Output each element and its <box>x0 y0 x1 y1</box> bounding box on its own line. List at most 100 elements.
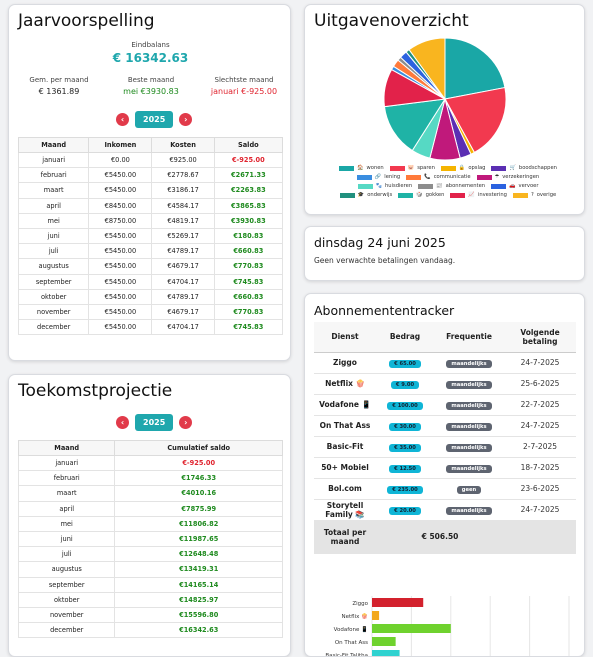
table-cell: maart <box>17 182 90 199</box>
table-cell: juli <box>17 243 90 260</box>
table-row: februari €5450.00 €2778.67 €2671.33 <box>17 167 284 184</box>
legend-item[interactable]: 📈 investering <box>450 192 507 198</box>
table-cell: januari <box>17 454 116 472</box>
legend-item[interactable]: 🐾 huisdieren <box>357 183 412 189</box>
legend-item[interactable]: 🎓 onderwijs <box>339 192 392 198</box>
pie-slice-sparen[interactable] <box>444 86 507 154</box>
pie-slice-wonen[interactable] <box>444 37 506 100</box>
freq-cell-text: maandelijks <box>446 401 492 410</box>
table-row: oktober €14825.97 <box>17 591 283 608</box>
table-cell: juni <box>17 530 116 548</box>
legend-swatch <box>491 183 507 189</box>
legend-item[interactable]: 📞 communicatie <box>406 174 471 180</box>
freq-cell: geen <box>434 478 504 500</box>
bar-label: Vodafone 📱 <box>334 626 368 633</box>
legend-item[interactable]: 🐷 sparen <box>389 165 435 171</box>
table-cell: €0.00 <box>88 151 153 169</box>
legend-item[interactable]: ☂ verzekeringen <box>476 174 540 180</box>
table-row: Basic-Fit € 35.00 maandelijks 2-7-2025 <box>314 436 576 458</box>
table-row: Bol.com € 235.00 geen 23-6-2025 <box>314 478 576 500</box>
table-row: april €7875.99 <box>17 500 283 517</box>
legend-icon: 🔗 <box>374 174 382 180</box>
table-cell: november <box>17 303 90 321</box>
pie-slice-gokken[interactable] <box>383 98 446 152</box>
table-row: september €14165.14 <box>17 576 283 593</box>
legend-item[interactable]: 🛒 boodschappen <box>491 165 557 171</box>
dienst-cell-text: Bol.com <box>328 484 362 493</box>
beste-label: Beste maand <box>127 76 175 84</box>
bedrag-cell-text: € 35.00 <box>389 443 421 452</box>
toekomstprojectie-title: Toekomstprojectie <box>18 381 173 401</box>
column-header: Volgende betaling <box>504 322 576 353</box>
volgende-cell-text: 18-7-2025 <box>520 463 560 472</box>
prev-year-button[interactable]: ‹ <box>116 113 129 126</box>
table-cell: €8450.00 <box>88 197 153 214</box>
table-row: juli €12648.48 <box>17 546 283 563</box>
table-row: Vodafone 📱 € 100.00 maandelijks 22-7-2025 <box>314 394 576 416</box>
expense-pie-chart <box>383 37 507 161</box>
legend-item[interactable]: 📰 abonnementen <box>418 183 485 189</box>
year-label: 2025 <box>135 111 174 128</box>
uitgavenoverzicht-title: Uitgavenoverzicht <box>314 11 469 31</box>
dienst-cell-text: Ziggo <box>333 358 357 367</box>
toekomst-year-selector: ‹ 2025 › <box>116 414 193 431</box>
legend-item[interactable]: ? overige <box>512 192 556 198</box>
legend-item[interactable]: 🎲 gokken <box>398 192 444 198</box>
saldo-cell: €770.83 <box>213 303 284 321</box>
bedrag-cell-text: € 235.00 <box>387 485 423 494</box>
legend-icon: 🎓 <box>357 192 365 198</box>
legend-icon: 🐷 <box>407 165 415 171</box>
table-cell: oktober <box>17 288 90 305</box>
bar[interactable] <box>372 624 451 633</box>
totaal-label: Totaal per maand <box>314 520 376 554</box>
pie-slice-overige[interactable] <box>408 37 446 101</box>
next-year-button[interactable]: › <box>179 416 193 429</box>
column-header: Dienst <box>314 322 376 353</box>
saldo-cell: €3865.83 <box>213 197 284 214</box>
table-cell: €5450.00 <box>88 227 153 245</box>
legend-swatch <box>398 192 414 198</box>
gem-value: € 1361.89 <box>38 87 80 96</box>
legend-label: verzekeringen <box>502 174 540 180</box>
dienst-cell: Storytell Family 📚 <box>314 499 376 521</box>
bar-label: Basic-Fit Talitha <box>325 653 368 657</box>
bedrag-cell: € 9.00 <box>376 373 434 395</box>
table-row: juni €5450.00 €5269.17 €180.83 <box>17 227 284 245</box>
bedrag-cell-text: € 9.00 <box>390 380 420 389</box>
freq-cell-text: maandelijks <box>446 443 492 452</box>
bar[interactable] <box>372 650 400 657</box>
bar-label: Netflix 🍿 <box>342 613 369 620</box>
legend-item[interactable]: 🔒 opslag <box>440 165 485 171</box>
legend-icon: 🏠 <box>357 165 364 171</box>
bar[interactable] <box>372 637 396 646</box>
table-cell: €5450.00 <box>88 319 153 336</box>
eindbalans-label: Eindbalans <box>131 41 170 49</box>
table-row: augustus €13419.31 <box>17 561 283 578</box>
legend-label: sparen <box>417 165 435 171</box>
prev-year-button[interactable]: ‹ <box>116 416 129 429</box>
legend-icon: 🚗 <box>509 183 516 189</box>
bar[interactable] <box>372 611 380 620</box>
bar[interactable] <box>372 598 424 607</box>
legend-item[interactable]: 🏠 wonen <box>339 165 384 171</box>
dienst-cell: Netflix 🍿 <box>314 373 376 395</box>
legend-item[interactable]: 🚗 vervoer <box>491 183 539 189</box>
dienst-cell: Ziggo <box>314 352 376 374</box>
legend-item[interactable]: 🔗 lening <box>356 174 400 180</box>
legend-swatch <box>357 183 373 189</box>
legend-swatch <box>476 174 492 180</box>
cumulatief-cell: €1746.33 <box>114 470 283 487</box>
table-row: juli €5450.00 €4789.17 €660.83 <box>17 243 284 260</box>
table-row: oktober €5450.00 €4789.17 €660.83 <box>17 288 284 305</box>
next-year-button[interactable]: › <box>179 113 193 126</box>
volgende-cell: 18-7-2025 <box>504 457 576 479</box>
legend-label: vervoer <box>518 183 539 189</box>
legend-swatch <box>339 192 355 198</box>
dienst-cell: 50+ Mobiel <box>314 457 376 479</box>
eindbalans-value: € 16342.63 <box>112 51 189 65</box>
volgende-cell-text: 2-7-2025 <box>522 442 558 451</box>
cumulatief-cell: €4010.16 <box>114 485 283 502</box>
legend-icon: 📞 <box>424 174 431 180</box>
volgende-cell: 25-6-2025 <box>504 373 576 395</box>
volgende-cell: 24-7-2025 <box>504 415 576 437</box>
